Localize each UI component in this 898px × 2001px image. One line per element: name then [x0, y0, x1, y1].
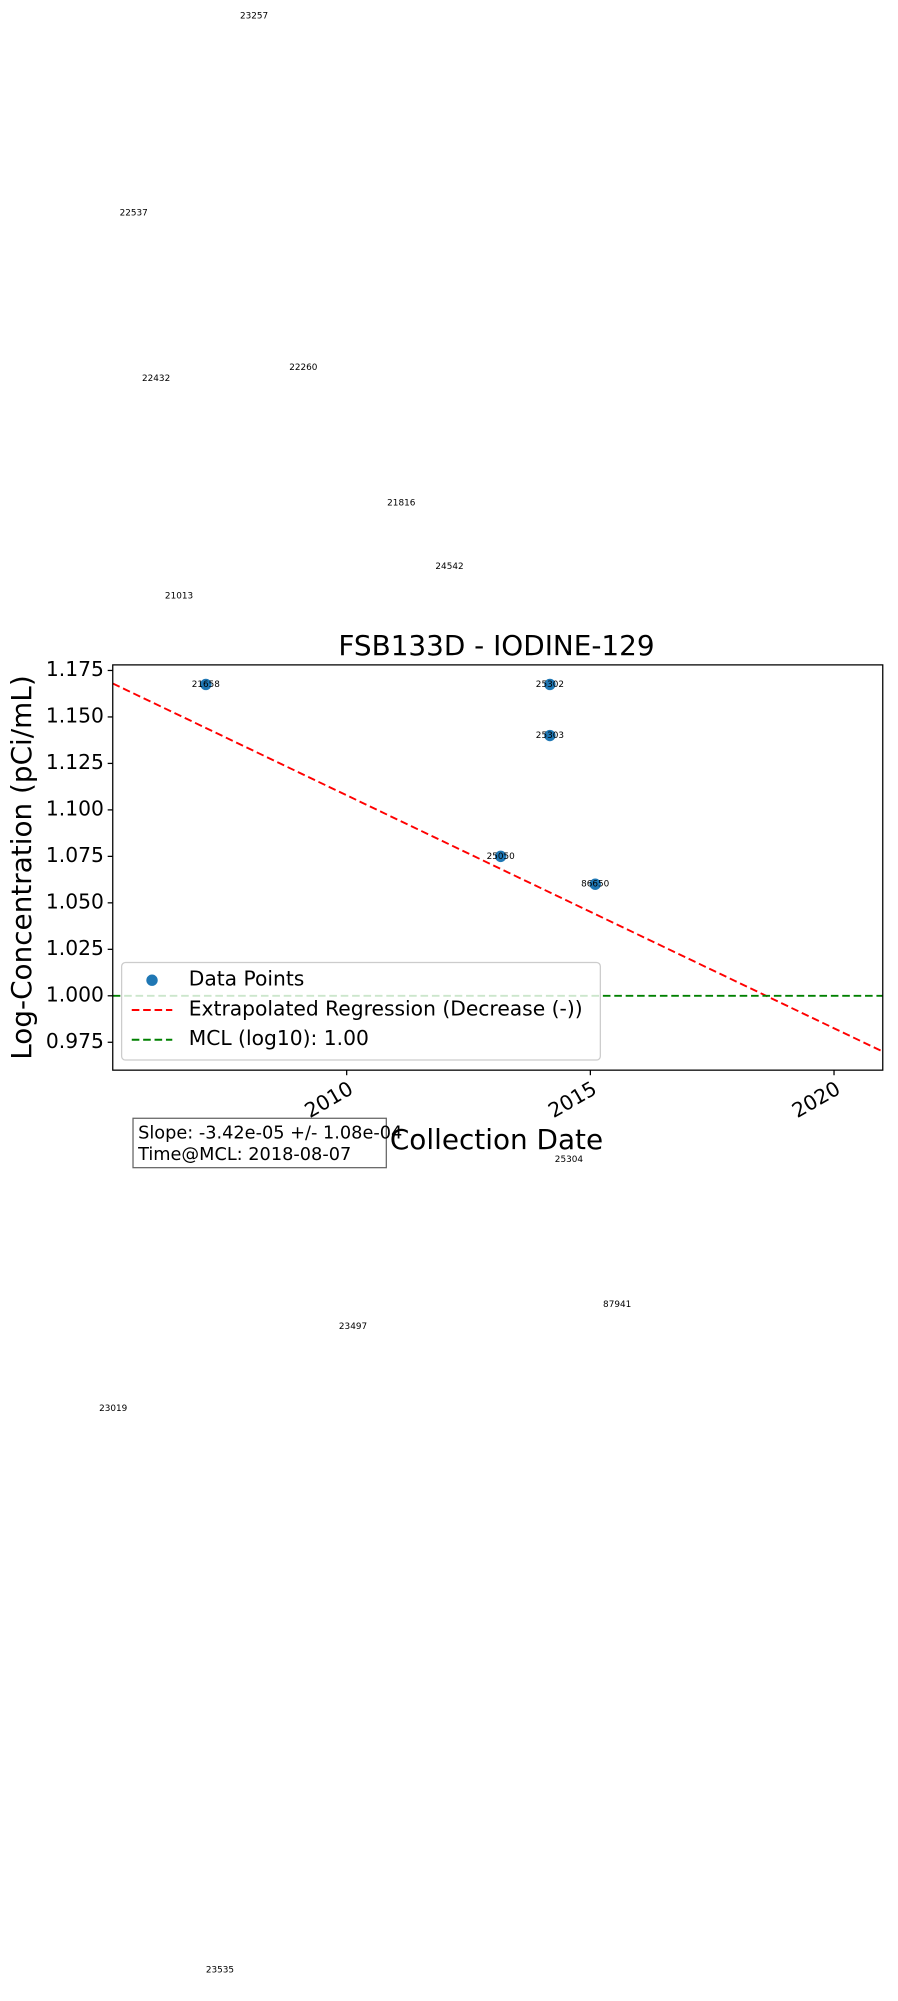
x-tick-label: 2010 — [300, 1076, 357, 1123]
chart-title: FSB133D - IODINE-129 — [338, 629, 654, 662]
point-label: 21658 — [192, 680, 221, 690]
legend-label: MCL (log10): 1.00 — [189, 1026, 369, 1050]
plot-frame — [112, 664, 884, 1071]
point-label: 23257 — [240, 12, 268, 22]
data-point — [200, 678, 212, 691]
point-label: 25304 — [555, 1155, 584, 1165]
y-tick-label: 1.075 — [46, 843, 104, 867]
point-label: 22260 — [289, 363, 318, 373]
y-tick-label: 1.050 — [46, 889, 104, 913]
point-label: 23019 — [99, 1404, 128, 1414]
y-tick-label: 1.000 — [46, 982, 104, 1006]
point-label: 23497 — [339, 1322, 367, 1332]
y-tick-label: 1.125 — [46, 750, 104, 774]
legend-marker — [146, 974, 158, 986]
x-tick-label: 2015 — [544, 1076, 601, 1123]
data-point — [494, 850, 507, 863]
legend-label: Data Points — [189, 967, 305, 991]
y-tick-label: 1.150 — [46, 703, 104, 727]
point-label: 23535 — [206, 1965, 234, 1975]
point-label: 25302 — [536, 680, 564, 690]
annotation-box — [132, 1117, 387, 1169]
data-point — [544, 678, 556, 691]
annotation-text: Time@MCL: 2018-08-07 — [137, 1145, 351, 1165]
point-label: 25303 — [536, 731, 564, 741]
point-label: 21816 — [387, 499, 416, 509]
y-tick-label: 0.975 — [46, 1029, 104, 1053]
point-label: 22537 — [120, 209, 148, 219]
y-tick-label: 1.025 — [46, 936, 104, 960]
point-label: 24542 — [435, 562, 463, 572]
point-label: 21013 — [165, 592, 193, 602]
point-label: 22432 — [142, 374, 170, 384]
point-label: 86650 — [581, 880, 610, 890]
y-tick-label: 1.100 — [46, 796, 104, 820]
y-axis-label: Log-Concentration (pCi/mL) — [5, 675, 38, 1059]
regression-line — [112, 682, 883, 1053]
legend-label: Extrapolated Regression (Decrease (-)) — [189, 996, 583, 1020]
annotation-text: Slope: -3.42e-05 +/- 1.08e-04 — [138, 1123, 402, 1143]
legend-box — [120, 961, 601, 1061]
y-tick-label: 1.175 — [46, 657, 104, 681]
x-tick-label: 2020 — [788, 1076, 845, 1123]
x-axis-label: Collection Date — [390, 1123, 603, 1156]
data-point — [544, 729, 556, 742]
point-label: 87941 — [603, 1300, 631, 1310]
data-point — [589, 878, 601, 890]
point-label: 25050 — [487, 852, 516, 862]
